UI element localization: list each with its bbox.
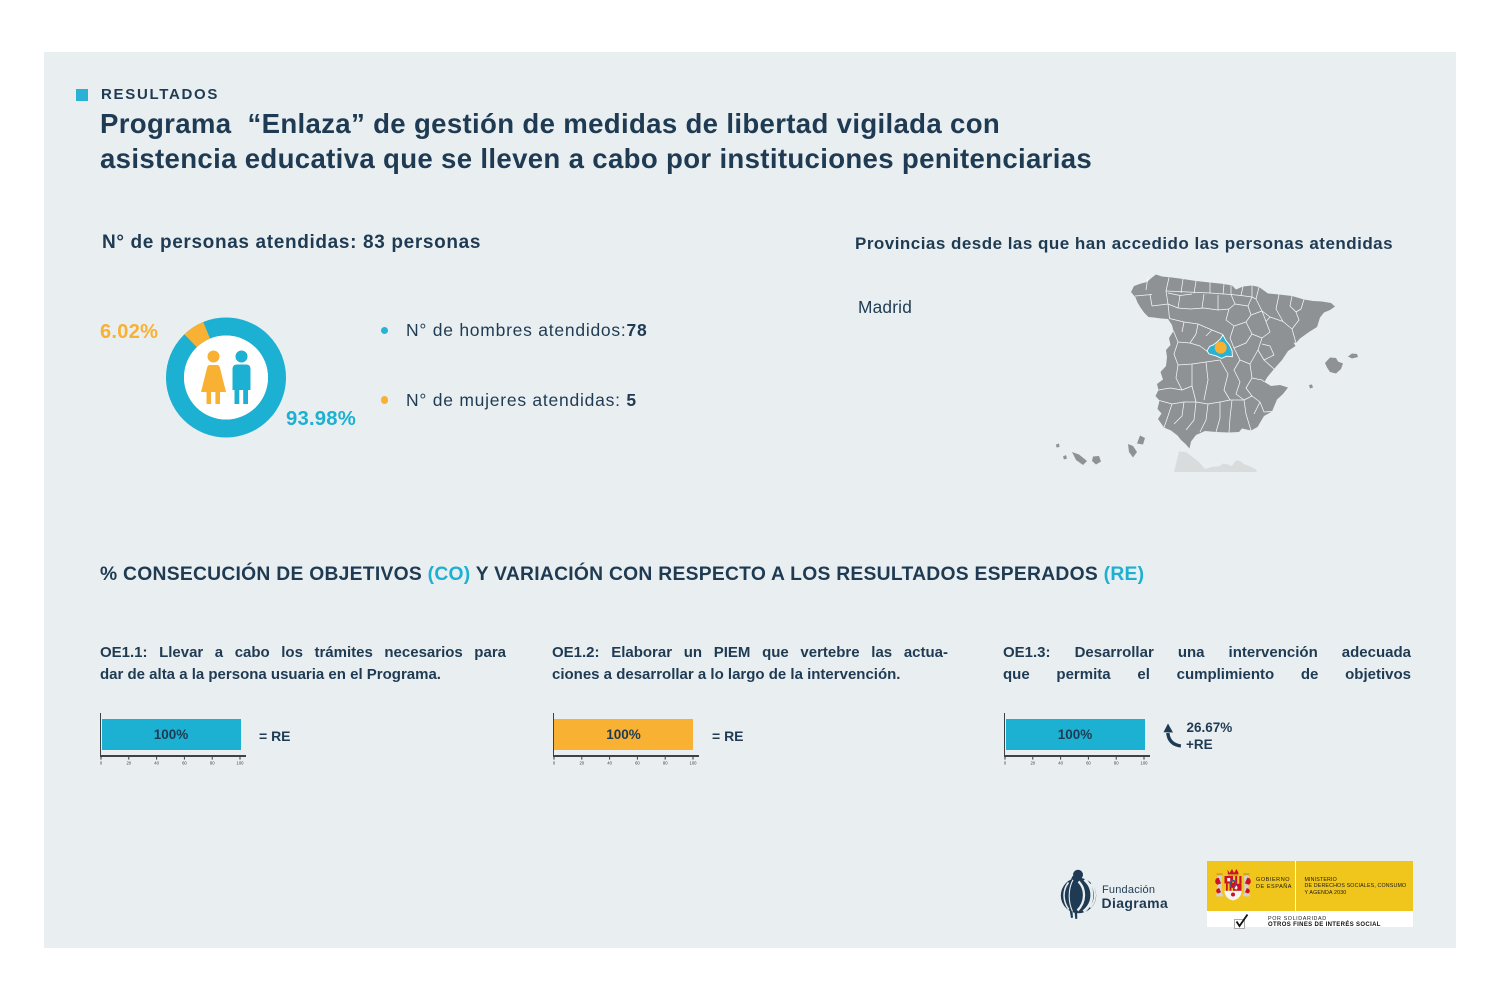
svg-text:Diagrama: Diagrama xyxy=(1102,895,1169,911)
svg-text:40: 40 xyxy=(154,760,159,765)
svg-text:80: 80 xyxy=(663,760,668,765)
svg-text:60: 60 xyxy=(1086,760,1091,765)
svg-text:100: 100 xyxy=(1141,760,1149,765)
svg-text:20: 20 xyxy=(1030,760,1035,765)
svg-text:0: 0 xyxy=(1004,760,1007,765)
svg-text:100: 100 xyxy=(690,760,698,765)
svg-text:40: 40 xyxy=(607,760,612,765)
svg-text:40: 40 xyxy=(1058,760,1063,765)
svg-text:100: 100 xyxy=(237,760,245,765)
svg-text:20: 20 xyxy=(126,760,131,765)
svg-text:80: 80 xyxy=(1114,760,1119,765)
svg-text:60: 60 xyxy=(182,760,187,765)
svg-text:80: 80 xyxy=(210,760,215,765)
svg-text:20: 20 xyxy=(579,760,584,765)
svg-text:Fundación: Fundación xyxy=(1102,884,1155,896)
svg-text:60: 60 xyxy=(635,760,640,765)
svg-text:0: 0 xyxy=(100,760,103,765)
svg-text:0: 0 xyxy=(553,760,556,765)
